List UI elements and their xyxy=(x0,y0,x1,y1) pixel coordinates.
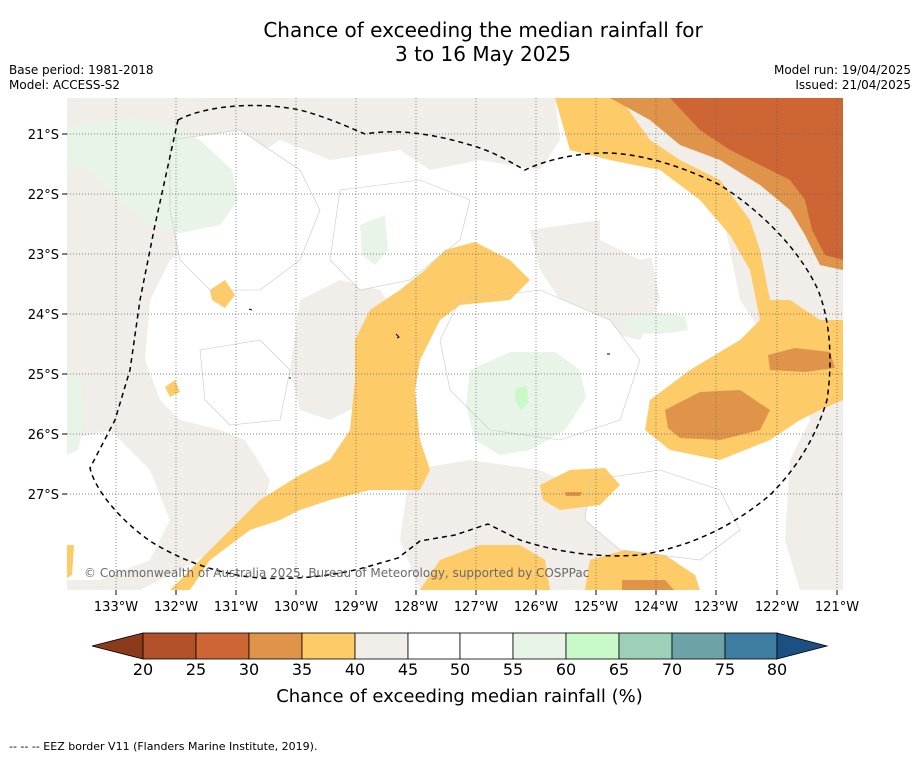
colorbar xyxy=(91,632,829,660)
cb-swatch-75-80 xyxy=(724,632,778,660)
cb-swatch-65-70 xyxy=(618,632,673,660)
meta-left: Base period: 1981-2018 Model: ACCESS-S2 xyxy=(9,63,154,93)
cb-tick-label: 75 xyxy=(714,660,736,679)
lon-label: 129°W xyxy=(334,600,378,615)
cb-tick-label: 20 xyxy=(132,660,154,679)
lon-label: 128°W xyxy=(394,600,438,615)
cb-tick-label: 40 xyxy=(344,660,366,679)
model-name: Model: ACCESS-S2 xyxy=(9,78,121,92)
cb-swatch-45-50 xyxy=(407,632,461,660)
lon-labels: 133°W 132°W 131°W 130°W 129°W 128°W 127°… xyxy=(94,600,859,615)
lon-label: 122°W xyxy=(755,600,799,615)
gridlines xyxy=(67,98,843,590)
cb-tick-label: 45 xyxy=(397,660,419,679)
lat-label: 25°S xyxy=(28,368,59,383)
cb-tick-label: 70 xyxy=(661,660,683,679)
lon-label: 131°W xyxy=(214,600,258,615)
cb-tick-label: 50 xyxy=(449,660,471,679)
lat-label: 21°S xyxy=(28,128,59,143)
lon-label: 133°W xyxy=(94,600,138,615)
island-markers xyxy=(248,308,610,379)
lon-label: 125°W xyxy=(574,600,618,615)
cb-tick-label: 55 xyxy=(502,660,524,679)
cb-swatch-60-65 xyxy=(565,632,620,660)
eez-footnote: -- -- -- EEZ border V11 (Flanders Marine… xyxy=(9,740,318,753)
lat-label: 24°S xyxy=(28,308,59,323)
lon-label: 132°W xyxy=(154,600,198,615)
lat-label: 27°S xyxy=(28,488,59,503)
cb-swatch-55-60 xyxy=(512,632,567,660)
contour-lines xyxy=(169,129,741,561)
lon-label: 130°W xyxy=(274,600,318,615)
lat-label: 26°S xyxy=(28,428,59,443)
copyright-credit: © Commonwealth of Australia 2025, Bureau… xyxy=(84,566,590,580)
cb-tick-label: 35 xyxy=(291,660,313,679)
lon-label: 127°W xyxy=(454,600,498,615)
cb-tick-label: 60 xyxy=(555,660,577,679)
tick-marks xyxy=(62,133,838,595)
model-run: Model run: 19/04/2025 xyxy=(773,63,911,77)
lon-label: 123°W xyxy=(694,600,738,615)
base-period: Base period: 1981-2018 xyxy=(9,63,154,77)
title-line-2: 3 to 16 May 2025 xyxy=(395,42,571,66)
cb-swatch-40-45 xyxy=(354,632,409,660)
lat-label: 23°S xyxy=(28,248,59,263)
cb-tick-label: 65 xyxy=(608,660,630,679)
title-line-1: Chance of exceeding the median rainfall … xyxy=(263,18,703,42)
chart-title: Chance of exceeding the median rainfall … xyxy=(0,18,919,66)
cb-extend-low xyxy=(91,632,144,660)
cb-tick-label: 25 xyxy=(185,660,207,679)
cb-swatch-30-35 xyxy=(248,632,303,660)
lon-label: 126°W xyxy=(514,600,558,615)
lat-label: 22°S xyxy=(28,188,59,203)
cb-tick-label: 30 xyxy=(238,660,260,679)
cb-extend-high xyxy=(776,632,829,660)
band-60-65 xyxy=(515,386,528,410)
cb-swatch-50-55 xyxy=(459,632,514,660)
map-area xyxy=(67,98,843,590)
colorbar-title: Chance of exceeding median rainfall (%) xyxy=(276,686,643,707)
meta-right: Model run: 19/04/2025 Issued: 21/04/2025 xyxy=(774,63,911,93)
lon-label: 121°W xyxy=(815,600,859,615)
band-25-30 xyxy=(670,98,843,260)
issued-date: Issued: 21/04/2025 xyxy=(795,78,911,92)
cb-swatch-70-75 xyxy=(671,632,726,660)
cb-swatch-25-30 xyxy=(195,632,250,660)
cb-tick-label: 80 xyxy=(766,660,788,679)
eez-border xyxy=(89,104,831,580)
cb-swatch-20-25 xyxy=(142,632,197,660)
cb-swatch-35-40 xyxy=(301,632,356,660)
lon-label: 124°W xyxy=(634,600,678,615)
lat-labels: 21°S 22°S 23°S 24°S 25°S 26°S 27°S xyxy=(28,128,59,503)
